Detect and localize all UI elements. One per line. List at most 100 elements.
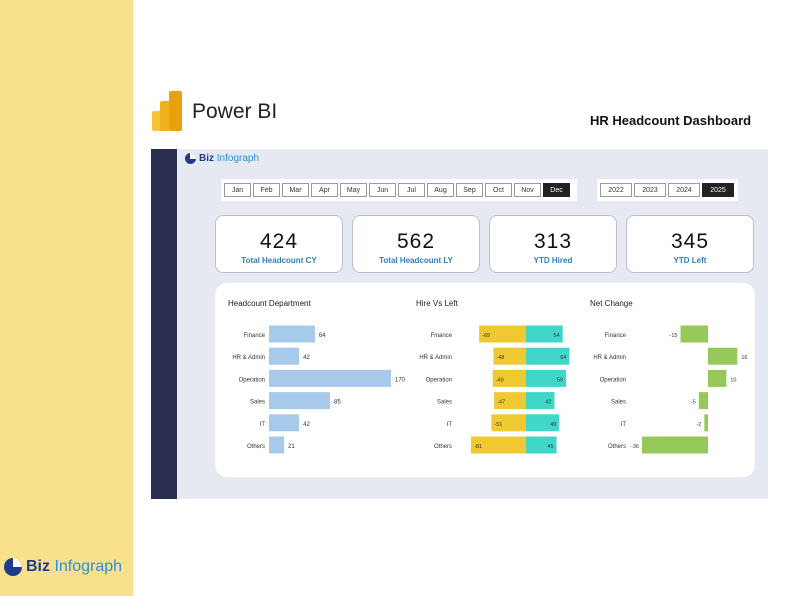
frame-brand-name: Biz Infograph: [199, 153, 260, 164]
frame-brand: Biz Infograph: [185, 153, 259, 164]
kpi-card-1: 562 Total Headcount LY: [352, 215, 480, 273]
year-slicer: 2022 2023 2024 2025: [597, 179, 738, 201]
nc-category-label: Others: [608, 444, 626, 450]
nc-bar: [704, 414, 708, 432]
dashboard-frame: Biz Infograph Jan Feb Mar Apr May Jun Jul Aug Se…: [151, 149, 768, 499]
hvl-left-value: -51: [494, 422, 502, 428]
hvl-left-bar: [493, 347, 526, 365]
month-chip-mar[interactable]: Mar: [282, 183, 309, 197]
biz-infograph-logo-icon: [185, 153, 196, 164]
month-chip-nov[interactable]: Nov: [514, 183, 541, 197]
nc-category-label: Sales: [611, 400, 626, 406]
hc-bar: [269, 347, 300, 365]
kpi-value: 562: [396, 230, 436, 253]
nc-category-label: Finance: [605, 333, 627, 339]
month-chip-feb[interactable]: Feb: [253, 183, 280, 197]
nc-value-label: -36: [631, 444, 639, 450]
nc-category-label: HR & Admin: [593, 355, 626, 361]
nc-value-label: -2: [696, 422, 701, 428]
hvl-hire-bar: [526, 392, 555, 410]
hc-bar: [269, 369, 391, 387]
nc-category-label: Operation: [600, 377, 626, 383]
hvl-hire-bar: [526, 347, 570, 365]
hc-category-label: HR & Admin: [232, 355, 265, 361]
month-chip-jan[interactable]: Jan: [224, 183, 251, 197]
hc-bar: [269, 414, 300, 432]
hvl-hire-value: 59: [557, 377, 563, 383]
charts-panel: Headcount Department Hire Vs Left Net Ch…: [215, 283, 755, 477]
hvl-category-label: Others: [434, 444, 452, 450]
year-chip-2024[interactable]: 2024: [668, 183, 700, 197]
brand-logo-bottom: Biz Infograph: [4, 558, 122, 576]
hvl-category-label: Finance: [431, 333, 453, 339]
headcount-department-title: Headcount Department: [228, 299, 311, 308]
nc-value-label: -5: [691, 400, 696, 406]
hc-category-label: Finance: [244, 333, 266, 339]
hc-value-label: 64: [319, 333, 326, 339]
nc-value-label: 10: [730, 377, 736, 383]
month-slicer: Jan Feb Mar Apr May Jun Jul Aug Sep Oct Nov Dec: [221, 179, 577, 201]
hc-category-label: Sales: [250, 400, 265, 406]
product-title: Power BI: [192, 100, 278, 123]
hvl-hire-value: 45: [547, 444, 553, 450]
hc-category-label: IT: [260, 422, 266, 428]
month-chip-oct[interactable]: Oct: [485, 183, 512, 197]
kpi-value: 313: [533, 230, 573, 253]
month-chip-sep[interactable]: Sep: [456, 183, 483, 197]
hvl-left-value: -49: [496, 377, 504, 383]
hvl-left-bar: [494, 392, 526, 410]
biz-infograph-logo-icon: [4, 558, 22, 576]
month-chip-aug[interactable]: Aug: [427, 183, 454, 197]
kpi-card-2: 313 YTD Hired: [489, 215, 617, 273]
hvl-left-bar: [471, 436, 526, 454]
month-chip-may[interactable]: May: [340, 183, 367, 197]
hvl-left-value: -69: [482, 333, 490, 339]
kpi-label: Total Headcount LY: [379, 256, 453, 265]
hc-value-label: 170: [395, 377, 406, 383]
dashboard-title: HR Headcount Dashboard: [590, 113, 752, 128]
hc-value-label: 85: [334, 400, 341, 406]
nc-bar: [698, 392, 708, 410]
hvl-category-label: HR & Admin: [419, 355, 452, 361]
kpi-label: Total Headcount CY: [241, 256, 317, 265]
power-bi-logo-icon: [152, 91, 184, 131]
year-chip-2022[interactable]: 2022: [600, 183, 632, 197]
hc-value-label: 42: [303, 422, 310, 428]
left-accent-strip: [0, 0, 133, 596]
hc-bar: [269, 436, 285, 454]
hvl-category-label: Operation: [426, 377, 452, 383]
kpi-label: YTD Left: [673, 256, 707, 265]
nc-bar: [680, 325, 708, 343]
hvl-hire-value: 64: [560, 355, 566, 361]
month-chip-jun[interactable]: Jun: [369, 183, 396, 197]
nc-value-label: -15: [670, 333, 678, 339]
hc-value-label: 42: [303, 355, 310, 361]
hvl-category-label: IT: [447, 422, 453, 428]
hvl-hire-bar: [526, 369, 567, 387]
kpi-value: 424: [259, 230, 299, 253]
nc-bar: [708, 369, 727, 387]
hvl-hire-value: 54: [554, 333, 560, 339]
hc-category-label: Others: [247, 444, 265, 450]
hvl-left-bar: [491, 414, 526, 432]
nc-bar: [708, 347, 738, 365]
brand-name: Biz Infograph: [26, 558, 123, 575]
hvl-hire-bar: [526, 325, 563, 343]
kpi-card-0: 424 Total Headcount CY: [215, 215, 343, 273]
net-change-title: Net Change: [590, 299, 633, 308]
month-chip-jul[interactable]: Jul: [398, 183, 425, 197]
hc-value-label: 21: [288, 444, 295, 450]
nc-value-label: 16: [741, 355, 747, 361]
charts-svg: Finance 64 HR & Admin 42 Operation 170 Sales 85…: [232, 325, 747, 454]
hvl-left-value: -47: [497, 400, 505, 406]
nc-category-label: IT: [621, 422, 627, 428]
hvl-hire-bar: [526, 436, 557, 454]
year-chip-2025[interactable]: 2025: [702, 183, 734, 197]
month-chip-dec[interactable]: Dec: [543, 183, 570, 197]
hvl-left-value: -48: [496, 355, 504, 361]
hc-bar: [269, 325, 315, 343]
year-chip-2023[interactable]: 2023: [634, 183, 666, 197]
month-chip-apr[interactable]: Apr: [311, 183, 338, 197]
hvl-left-bar: [479, 325, 526, 343]
kpi-value: 345: [670, 230, 710, 253]
